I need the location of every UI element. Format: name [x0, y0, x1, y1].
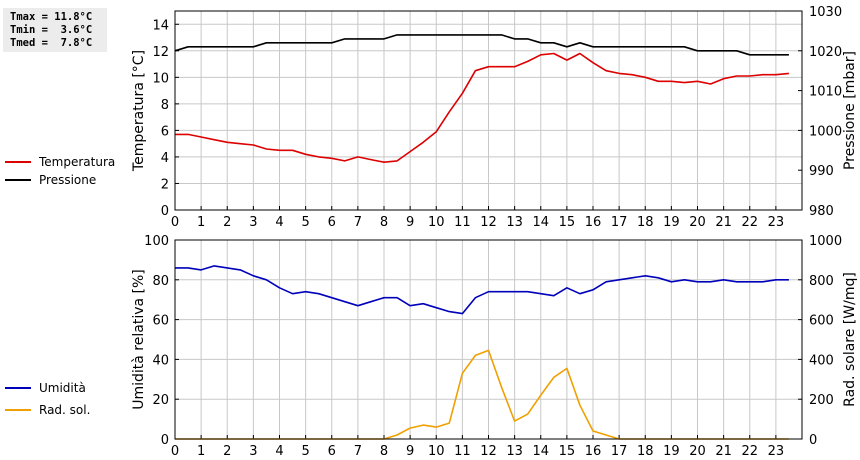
x-tick-label: 4: [275, 444, 283, 459]
y-left-tick-label: 6: [161, 124, 169, 139]
legend-swatch-rad-sol: [5, 409, 31, 411]
x-tick-label: 4: [275, 215, 283, 230]
x-tick-label: 22: [741, 444, 758, 459]
stats-box: Tmax = 11.8°C Tmin = 3.6°C Tmed = 7.8°C: [3, 8, 107, 52]
x-tick-label: 6: [328, 444, 336, 459]
x-tick-label: 22: [741, 215, 758, 230]
x-tick-label: 10: [428, 215, 445, 230]
y-left-tick-label: 40: [152, 353, 169, 368]
x-tick-label: 15: [559, 215, 576, 230]
y-left-tick-label: 100: [144, 234, 169, 249]
legend-swatch-pressione: [5, 179, 31, 181]
x-tick-label: 2: [223, 215, 231, 230]
x-tick-label: 9: [406, 215, 414, 230]
legend-label-umidita: Umidità: [39, 381, 86, 395]
y-right-tick-label: 1000: [809, 234, 842, 249]
x-tick-label: 20: [689, 444, 706, 459]
x-tick-label: 11: [454, 444, 471, 459]
y-left-tick-label: 60: [152, 314, 169, 329]
x-tick-label: 10: [428, 444, 445, 459]
x-tick-label: 16: [585, 215, 602, 230]
x-tick-label: 19: [663, 444, 680, 459]
y-left-tick-label: 2: [161, 177, 169, 192]
x-tick-label: 21: [715, 215, 732, 230]
y-right-tick-label: 990: [809, 164, 834, 179]
x-tick-label: 18: [637, 444, 654, 459]
chart-1: 0 1 2 3 4 5 6 7 8 9 10 11 12 13 14 15 16 17 18 19 20 21 22 2302…: [131, 5, 858, 230]
y-left-tick-label: 14: [152, 18, 169, 33]
x-tick-label: 7: [354, 215, 362, 230]
x-tick-label: 17: [611, 444, 628, 459]
legend-label-pressione: Pressione: [39, 173, 97, 187]
x-tick-label: 16: [585, 444, 602, 459]
x-tick-label: 14: [532, 444, 549, 459]
tmin-stat: Tmin = 3.6°C: [10, 24, 93, 36]
y-left-axis-title: Temperatura [°C]: [131, 50, 147, 172]
y-right-tick-label: 1010: [809, 85, 842, 100]
y-right-tick-label: 800: [809, 274, 834, 289]
x-tick-label: 21: [715, 444, 732, 459]
x-tick-label: 5: [301, 444, 309, 459]
y-left-tick-label: 12: [152, 45, 169, 60]
plot-frame: [174, 10, 803, 211]
legend-swatch-temperatura: [5, 161, 31, 163]
tmax-stat: Tmax = 11.8°C: [10, 11, 93, 23]
x-tick-label: 8: [380, 215, 388, 230]
x-tick-label: 14: [532, 215, 549, 230]
x-tick-label: 11: [454, 215, 471, 230]
x-tick-label: 23: [768, 215, 785, 230]
x-tick-label: 15: [559, 444, 576, 459]
series-umidita-line: [175, 265, 789, 315]
y-right-tick-label: 980: [809, 204, 834, 219]
y-left-tick-label: 80: [152, 274, 169, 289]
series-rad-sol-line: [175, 349, 789, 440]
x-tick-label: 0: [171, 444, 179, 459]
x-tick-label: 8: [380, 444, 388, 459]
series-temperatura-line: [175, 52, 789, 163]
x-tick-label: 20: [689, 215, 706, 230]
x-tick-label: 13: [506, 215, 523, 230]
x-tick-label: 7: [354, 444, 362, 459]
chart-2: 0 1 2 3 4 5 6 7 8 9 10 11 12 13 14 15 16 17 18 19 20 21 22 2302…: [131, 234, 858, 459]
x-tick-label: 19: [663, 215, 680, 230]
y-left-tick-label: 4: [161, 151, 169, 166]
y-right-tick-label: 1030: [809, 5, 842, 20]
y-right-tick-label: 0: [809, 433, 817, 448]
y-right-tick-label: 400: [809, 353, 834, 368]
y-left-tick-label: 10: [152, 71, 169, 86]
y-left-tick-label: 0: [161, 204, 169, 219]
x-tick-label: 9: [406, 444, 414, 459]
x-tick-label: 2: [223, 444, 231, 459]
y-right-axis-title: Pressione [mbar]: [842, 51, 858, 170]
y-left-tick-label: 8: [161, 98, 169, 113]
x-tick-label: 5: [301, 215, 309, 230]
y-left-tick-label: 20: [152, 393, 169, 408]
x-tick-label: 13: [506, 444, 523, 459]
x-tick-label: 0: [171, 215, 179, 230]
x-tick-label: 12: [480, 444, 497, 459]
y-right-tick-label: 1000: [809, 124, 842, 139]
y-left-tick-label: 0: [161, 433, 169, 448]
legend-label-rad-sol: Rad. sol.: [39, 403, 91, 417]
x-tick-label: 3: [249, 444, 257, 459]
y-left-axis-title: Umidità relativa [%]: [131, 269, 147, 410]
legend-swatch-umidita: [5, 387, 31, 389]
x-tick-label: 1: [197, 444, 205, 459]
x-tick-label: 6: [328, 215, 336, 230]
y-right-tick-label: 200: [809, 393, 834, 408]
x-tick-label: 12: [480, 215, 497, 230]
y-right-tick-label: 1020: [809, 45, 842, 60]
series-pressione-line: [174, 34, 789, 56]
x-tick-label: 18: [637, 215, 654, 230]
x-tick-label: 3: [249, 215, 257, 230]
y-right-tick-label: 600: [809, 314, 834, 329]
x-tick-label: 23: [768, 444, 785, 459]
legend-label-temperatura: Temperatura: [39, 155, 116, 169]
plot-frame: [174, 239, 803, 440]
x-tick-label: 1: [197, 215, 205, 230]
tmed-stat: Tmed = 7.8°C: [10, 37, 93, 49]
x-tick-label: 17: [611, 215, 628, 230]
y-right-axis-title: Rad. solare [W/mq]: [842, 272, 858, 407]
